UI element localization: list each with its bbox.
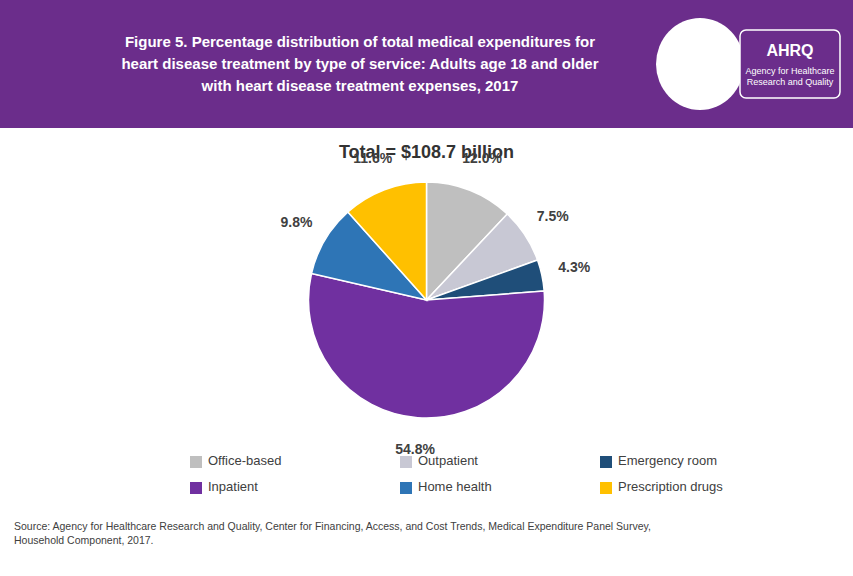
legend-label: Outpatient xyxy=(418,453,478,468)
data-label: 11.6% xyxy=(353,150,392,166)
legend-swatch xyxy=(600,482,612,494)
logo-subtext: Agency for HealthcareResearch and Qualit… xyxy=(745,66,834,87)
legend: Office-based Outpatient Emergency room Inpa… xyxy=(190,453,723,494)
source-text-line: Household Component, 2017. xyxy=(14,534,154,546)
data-label: 7.5% xyxy=(537,208,569,224)
legend-label: Emergency room xyxy=(618,453,717,468)
legend-item: Emergency room xyxy=(600,453,717,468)
legend-item: Inpatient xyxy=(190,479,258,494)
source-text-line: Source: Agency for Healthcare Research a… xyxy=(14,520,651,532)
logo: AHRQ Agency for HealthcareResearch and Qu… xyxy=(656,18,840,110)
data-label: 12.0% xyxy=(462,150,502,166)
logo-box xyxy=(740,30,840,98)
logo-subtext-line: Research and Quality xyxy=(747,77,834,87)
legend-item: Outpatient xyxy=(400,453,478,468)
legend-swatch xyxy=(190,482,202,494)
legend-label: Home health xyxy=(418,479,492,494)
title-line: with heart disease treatment expenses, 2… xyxy=(201,77,519,94)
header-banner xyxy=(0,0,853,128)
legend-swatch xyxy=(190,456,202,468)
chart: Figure 5. Percentage distribution of tot… xyxy=(0,0,853,576)
legend-item: Prescription drugs xyxy=(600,479,723,494)
legend-label: Office-based xyxy=(208,453,281,468)
logo-subtext-line: Agency for Healthcare xyxy=(745,66,834,76)
legend-swatch xyxy=(400,456,412,468)
legend-swatch xyxy=(400,482,412,494)
logo-oval xyxy=(656,18,744,110)
title: Figure 5. Percentage distribution of tot… xyxy=(121,33,598,94)
legend-swatch xyxy=(600,456,612,468)
legend-item: Office-based xyxy=(190,453,281,468)
source-text: Source: Agency for Healthcare Research a… xyxy=(14,520,651,546)
title-line: heart disease treatment by type of servi… xyxy=(121,55,598,72)
data-label: 4.3% xyxy=(558,259,590,275)
pie: 12.0%7.5%4.3%54.8%9.8%11.6% xyxy=(281,150,591,458)
legend-label: Prescription drugs xyxy=(618,479,723,494)
data-label: 9.8% xyxy=(281,214,313,230)
legend-label: Inpatient xyxy=(208,479,258,494)
title-line: Figure 5. Percentage distribution of tot… xyxy=(125,33,595,50)
pie-slice xyxy=(348,182,427,300)
logo-text: AHRQ xyxy=(766,42,813,59)
legend-item: Home health xyxy=(400,479,492,494)
